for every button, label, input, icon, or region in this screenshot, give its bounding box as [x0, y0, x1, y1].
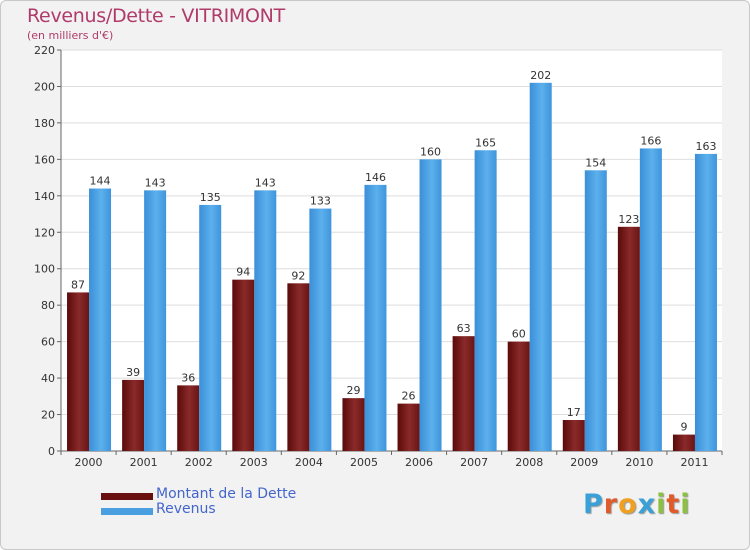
data-label-revenus: 160 [420, 145, 441, 158]
data-label-dette: 60 [512, 328, 526, 341]
bar-dette [232, 279, 255, 451]
logo-letter: i [656, 489, 667, 520]
bar-revenus [419, 159, 442, 451]
x-tick-label: 2002 [185, 456, 213, 469]
data-label-dette: 39 [126, 366, 140, 379]
bar-revenus [364, 184, 387, 451]
y-tick-label: 200 [34, 80, 55, 93]
bar-dette [452, 336, 475, 451]
x-tick-label: 2000 [75, 456, 103, 469]
logo-letter: P [583, 489, 604, 520]
x-tick-label: 2005 [350, 456, 378, 469]
data-label-revenus: 133 [310, 195, 331, 208]
bar-dette [67, 292, 90, 451]
logo-letter: x [637, 489, 657, 520]
legend-label-dette: Montant de la Dette [156, 486, 297, 502]
y-tick-label: 160 [34, 153, 55, 166]
data-label-revenus: 165 [475, 136, 496, 149]
logo-letter: o [618, 489, 638, 520]
bar-dette [672, 434, 695, 451]
y-tick-label: 100 [34, 263, 55, 276]
bar-dette [287, 283, 310, 451]
y-tick-label: 60 [41, 336, 55, 349]
data-label-dette: 123 [618, 213, 639, 226]
x-tick-label: 2004 [295, 456, 323, 469]
plot-area [61, 50, 722, 451]
y-tick-label: 220 [34, 44, 55, 57]
logo-letter: t [666, 489, 681, 520]
data-label-dette: 9 [680, 421, 687, 434]
bar-revenus [254, 190, 277, 451]
data-label-revenus: 143 [255, 176, 276, 189]
x-tick-label: 2008 [515, 456, 543, 469]
bar-revenus [144, 190, 167, 451]
y-tick-label: 0 [48, 445, 55, 458]
x-tick-label: 2006 [405, 456, 433, 469]
bar-revenus [529, 82, 552, 452]
data-label-dette: 29 [346, 384, 360, 397]
chart-title: Revenus/Dette - VITRIMONT [27, 5, 285, 27]
legend-swatch-dette [101, 493, 153, 500]
y-tick-label: 80 [41, 299, 55, 312]
logo-letter: i [680, 489, 691, 520]
bar-dette [397, 403, 420, 451]
bar-dette [342, 398, 365, 451]
data-label-revenus: 202 [530, 69, 551, 82]
data-label-revenus: 154 [585, 156, 606, 169]
data-label-dette: 17 [567, 406, 581, 419]
bar-revenus [584, 170, 607, 452]
bar-dette [507, 341, 530, 451]
chart-subtitle: (en milliers d'€) [27, 29, 114, 42]
bar-revenus [474, 150, 497, 451]
x-tick-label: 2001 [130, 456, 158, 469]
x-tick-label: 2003 [240, 456, 268, 469]
legend-label-revenus: Revenus [156, 501, 216, 517]
data-label-revenus: 163 [695, 140, 716, 153]
y-tick-label: 120 [34, 226, 55, 239]
data-label-revenus: 146 [365, 171, 386, 184]
bar-revenus [199, 204, 222, 451]
bar-revenus [694, 153, 717, 452]
logo-letter: r [603, 489, 619, 520]
data-label-dette: 87 [71, 278, 85, 291]
data-label-dette: 94 [236, 266, 250, 279]
proxiti-logo: Proxiti [583, 489, 691, 520]
bar-dette [562, 420, 585, 451]
y-tick-label: 40 [41, 372, 55, 385]
x-tick-label: 2009 [570, 456, 598, 469]
data-label-revenus: 135 [200, 191, 221, 204]
data-label-revenus: 143 [145, 176, 166, 189]
data-label-dette: 36 [181, 371, 195, 384]
data-label-dette: 26 [402, 390, 416, 403]
x-tick-label: 2010 [625, 456, 653, 469]
x-tick-label: 2011 [680, 456, 708, 469]
data-label-dette: 92 [291, 269, 305, 282]
x-tick-label: 2007 [460, 456, 488, 469]
legend-swatch-revenus [101, 508, 153, 515]
bar-dette [617, 226, 640, 451]
y-tick-label: 180 [34, 117, 55, 130]
y-tick-label: 20 [41, 409, 55, 422]
y-tick-label: 140 [34, 190, 55, 203]
data-label-revenus: 144 [90, 175, 111, 188]
bar-dette [177, 385, 200, 451]
bar-revenus [639, 148, 662, 451]
bar-revenus [309, 208, 332, 451]
data-label-dette: 63 [457, 322, 471, 335]
bar-dette [122, 379, 145, 451]
data-label-revenus: 166 [640, 134, 661, 147]
bar-revenus [89, 188, 112, 451]
